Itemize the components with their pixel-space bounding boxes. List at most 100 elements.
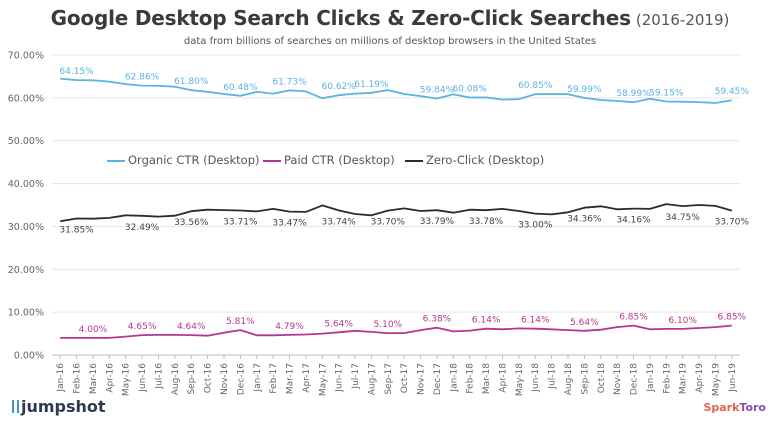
x-tick-label: Jul-16 [154, 363, 164, 390]
x-tick-label: Jul-17 [351, 363, 361, 390]
data-label-zero: 33.79% [420, 217, 455, 227]
x-tick-label: Dec-17 [433, 363, 443, 395]
legend-item-organic: Organic CTR (Desktop) [107, 153, 260, 167]
x-tick-label: Apr-17 [302, 363, 312, 393]
x-tick-label: Jun-17 [335, 363, 345, 393]
data-label-organic: 59.15% [649, 89, 684, 99]
data-label-zero: 33.71% [223, 218, 258, 228]
y-tick-label: 70.00% [8, 51, 44, 62]
data-label-organic: 61.80% [174, 77, 209, 87]
x-tick-label: Nov-18 [613, 363, 623, 395]
data-label-paid: 4.64% [177, 322, 206, 332]
x-tick-label: Feb-16 [73, 363, 83, 394]
x-tick-label: Apr-16 [105, 363, 115, 393]
data-label-zero: 34.36% [567, 215, 602, 225]
x-tick-label: Dec-18 [630, 363, 640, 395]
data-label-paid: 5.64% [324, 319, 353, 329]
x-tick-label: Sep-17 [384, 363, 394, 395]
data-label-zero: 33.47% [272, 219, 307, 229]
x-tick-label: Jul-18 [548, 363, 558, 390]
y-tick-label: 50.00% [8, 136, 44, 147]
y-tick-label: 0.00% [14, 351, 44, 362]
data-label-organic: 62.86% [125, 73, 160, 83]
x-tick-label: Apr-19 [695, 363, 705, 393]
data-label-paid: 6.38% [423, 315, 452, 325]
x-tick-label: May-17 [318, 363, 328, 396]
chart-title: Google Desktop Search Clicks & Zero-Clic… [0, 6, 780, 30]
legend-item-paid: Paid CTR (Desktop) [263, 153, 395, 167]
x-tick-label: Jan-17 [253, 363, 263, 393]
sparktoro-logo-spark: Spark [703, 401, 740, 414]
data-label-organic: 61.19% [354, 80, 389, 90]
data-label-paid: 6.85% [619, 313, 648, 323]
x-tick-label: Nov-17 [417, 363, 427, 395]
data-label-zero: 34.16% [616, 216, 651, 226]
data-label-organic: 59.99% [567, 85, 602, 95]
x-tick-label: Mar-19 [679, 363, 689, 394]
x-tick-label: Dec-16 [236, 363, 246, 395]
chart-title-main: Google Desktop Search Clicks & Zero-Clic… [50, 6, 631, 30]
x-tick-label: Aug-17 [367, 363, 377, 395]
x-tick-label: Jan-16 [56, 363, 66, 393]
chart-subtitle: data from billions of searches on millio… [183, 36, 597, 47]
x-tick-label: Oct-16 [204, 363, 214, 394]
data-label-paid: 4.65% [128, 322, 157, 332]
x-tick-label: Nov-16 [220, 363, 230, 395]
legend-swatch-organic [107, 159, 125, 162]
data-label-organic: 61.73% [272, 77, 307, 87]
series-line-organic [60, 77, 732, 104]
data-label-zero: 33.00% [518, 221, 553, 231]
x-tick-label: Apr-18 [498, 363, 508, 393]
sparktoro-logo: SparkToro [703, 401, 766, 414]
x-tick-label: May-18 [515, 363, 525, 396]
data-label-organic: 64.15% [59, 67, 94, 77]
x-tick-label: Jun-16 [138, 363, 148, 393]
data-label-zero: 34.75% [666, 213, 701, 223]
sparktoro-logo-toro: Toro [739, 401, 766, 414]
x-tick-label: May-19 [711, 363, 721, 396]
data-label-paid: 6.14% [472, 316, 501, 326]
x-tick-label: Sep-16 [187, 363, 197, 395]
x-tick-label: Jun-19 [728, 363, 738, 393]
y-tick-label: 30.00% [8, 222, 44, 233]
x-tick-label: Sep-18 [580, 363, 590, 395]
data-label-zero: 33.74% [322, 217, 357, 227]
data-label-zero: 33.78% [469, 217, 504, 227]
legend-item-zero-click: Zero-Click (Desktop) [405, 153, 544, 167]
legend-swatch-paid [263, 159, 281, 162]
data-label-paid: 5.10% [374, 320, 403, 330]
x-tick-label: Jan-18 [449, 363, 459, 393]
x-tick-label: Feb-18 [466, 363, 476, 394]
legend-label-zero-click: Zero-Click (Desktop) [426, 153, 545, 167]
data-label-zero: 32.49% [125, 223, 160, 233]
jumpshot-bars-icon [12, 400, 19, 413]
x-tick-label: Jun-18 [531, 363, 541, 393]
x-tick-label: Feb-17 [269, 363, 279, 394]
data-label-organic: 59.84% [420, 86, 455, 96]
data-label-paid: 5.81% [226, 317, 255, 327]
data-label-paid: 6.10% [668, 316, 697, 326]
x-tick-label: Oct-18 [597, 363, 607, 394]
y-tick-label: 40.00% [8, 179, 44, 190]
data-label-paid: 4.00% [79, 325, 108, 335]
y-tick-label: 20.00% [8, 265, 44, 276]
y-tick-label: 60.00% [8, 93, 44, 104]
data-label-paid: 6.85% [718, 313, 747, 323]
data-label-organic: 60.08% [453, 85, 488, 95]
data-label-organic: 60.48% [223, 83, 258, 93]
x-tick-label: May-16 [122, 363, 132, 396]
x-tick-label: Jan-19 [646, 363, 656, 393]
data-label-zero: 31.85% [59, 226, 94, 236]
legend-label-organic: Organic CTR (Desktop) [128, 153, 260, 167]
legend-swatch-zero-click [405, 159, 423, 162]
data-label-zero: 33.70% [715, 218, 750, 228]
y-tick-label: 10.00% [8, 308, 44, 319]
x-tick-label: Feb-19 [662, 363, 672, 394]
x-tick-label: Oct-17 [400, 363, 410, 393]
data-label-paid: 5.64% [570, 318, 599, 328]
data-label-organic: 58.99% [616, 89, 651, 99]
data-label-organic: 59.45% [715, 87, 750, 97]
data-label-organic: 60.62% [322, 82, 357, 92]
chart-title-years: (2016-2019) [635, 11, 730, 29]
